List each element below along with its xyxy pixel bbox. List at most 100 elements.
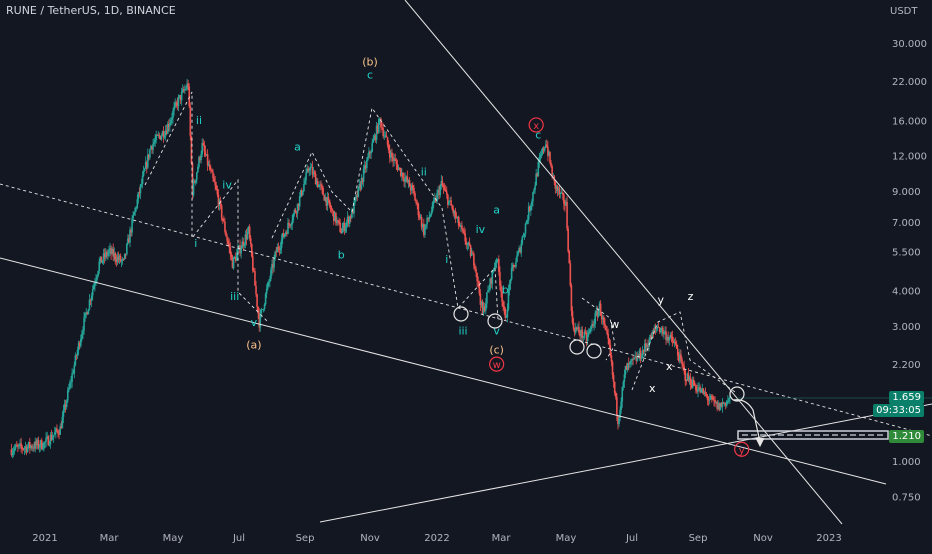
- candle-body: [483, 306, 486, 311]
- candle-body: [281, 233, 284, 240]
- candle-body: [455, 217, 458, 219]
- candle-body: [138, 192, 141, 194]
- candle-body: [563, 194, 565, 204]
- wave-label: y: [657, 294, 664, 307]
- candle-body: [452, 208, 455, 214]
- candle-body: [296, 203, 299, 214]
- candle-body: [294, 210, 297, 213]
- candle-body: [208, 164, 211, 170]
- candle-body: [543, 147, 546, 151]
- wave-label: v: [251, 316, 258, 329]
- candle-body: [408, 180, 411, 187]
- x-tick-label: Jul: [625, 533, 638, 544]
- candle-body: [716, 401, 718, 409]
- candle-body: [270, 269, 272, 279]
- candle-body: [180, 91, 183, 101]
- candle-body: [36, 440, 39, 445]
- candle-body: [535, 173, 537, 186]
- candle-body: [416, 203, 419, 204]
- candle-body: [26, 446, 29, 452]
- candle-body: [71, 373, 73, 382]
- candle-body: [192, 181, 195, 196]
- candle-body: [524, 223, 527, 234]
- candle-body: [268, 281, 270, 283]
- candle-body: [530, 205, 532, 211]
- wave-dashed-path: [144, 91, 269, 323]
- candle-body: [717, 403, 720, 409]
- candle-body: [635, 356, 638, 361]
- candle-body: [489, 278, 491, 290]
- candle-body: [324, 197, 327, 201]
- candle-body: [149, 149, 151, 158]
- candle-body: [57, 431, 59, 434]
- candle-body: [376, 125, 379, 133]
- candle-body: [342, 223, 345, 229]
- candle-body: [714, 399, 716, 403]
- wave-label: (c): [489, 343, 504, 356]
- y-tick-label: 9.000: [892, 187, 921, 198]
- candle-body: [511, 264, 514, 268]
- candle-body: [101, 260, 104, 263]
- candle-body: [526, 219, 529, 222]
- candle-body: [399, 167, 402, 177]
- candle-body: [712, 397, 714, 400]
- candle-body: [454, 210, 457, 218]
- candle-body: [205, 154, 208, 156]
- candle-body: [619, 409, 621, 419]
- candle-body: [560, 192, 563, 194]
- candle-body: [607, 334, 609, 339]
- candle-body: [501, 291, 503, 302]
- candle-body: [246, 231, 249, 240]
- candle-body: [532, 192, 534, 202]
- candle-body: [357, 186, 360, 197]
- candle-body: [722, 402, 725, 404]
- candle-body: [89, 299, 92, 301]
- candle-body: [396, 164, 399, 171]
- candle-body: [198, 157, 200, 167]
- candle-body: [82, 330, 84, 334]
- candle-body: [73, 365, 76, 374]
- candle-body: [556, 185, 559, 191]
- candle-body: [243, 244, 246, 247]
- candle-body: [658, 327, 661, 332]
- x-tick-label: May: [163, 533, 184, 544]
- candle-body: [601, 317, 604, 320]
- candle-body: [564, 203, 566, 206]
- candle-body: [320, 184, 322, 186]
- candle-body: [323, 195, 325, 201]
- candle-body: [382, 128, 384, 137]
- candle-body: [236, 253, 238, 261]
- candle-body: [255, 285, 257, 295]
- candle-body: [393, 158, 395, 162]
- candle-body: [401, 172, 403, 177]
- candle-body: [302, 190, 304, 195]
- candle-body: [158, 135, 161, 136]
- candle-body: [481, 301, 484, 314]
- candle-body: [238, 245, 240, 249]
- x-tick-label: Jul: [232, 533, 245, 544]
- candle-body: [219, 200, 222, 206]
- candle-body: [220, 205, 223, 219]
- candle-body: [316, 180, 319, 188]
- y-tick-label: 22.000: [892, 77, 927, 88]
- candle-body: [278, 249, 281, 250]
- candle-body: [228, 243, 231, 248]
- wave-label: b: [338, 248, 345, 261]
- candle-body: [312, 172, 315, 175]
- candle-body: [544, 144, 547, 148]
- candle-body: [81, 333, 83, 340]
- candle-body: [53, 432, 56, 435]
- wave-dashed-path: [581, 297, 616, 361]
- candle-body: [375, 125, 378, 140]
- candle-body: [32, 447, 34, 449]
- target-badge: 1.210: [889, 430, 924, 443]
- x-tick-label: Nov: [753, 533, 773, 544]
- candle-body: [20, 443, 22, 447]
- candle-body: [520, 243, 523, 253]
- candle-body: [517, 251, 519, 256]
- candle-body: [259, 313, 262, 328]
- candle-body: [34, 441, 37, 449]
- candle-body: [374, 135, 377, 140]
- candle-body: [663, 332, 665, 334]
